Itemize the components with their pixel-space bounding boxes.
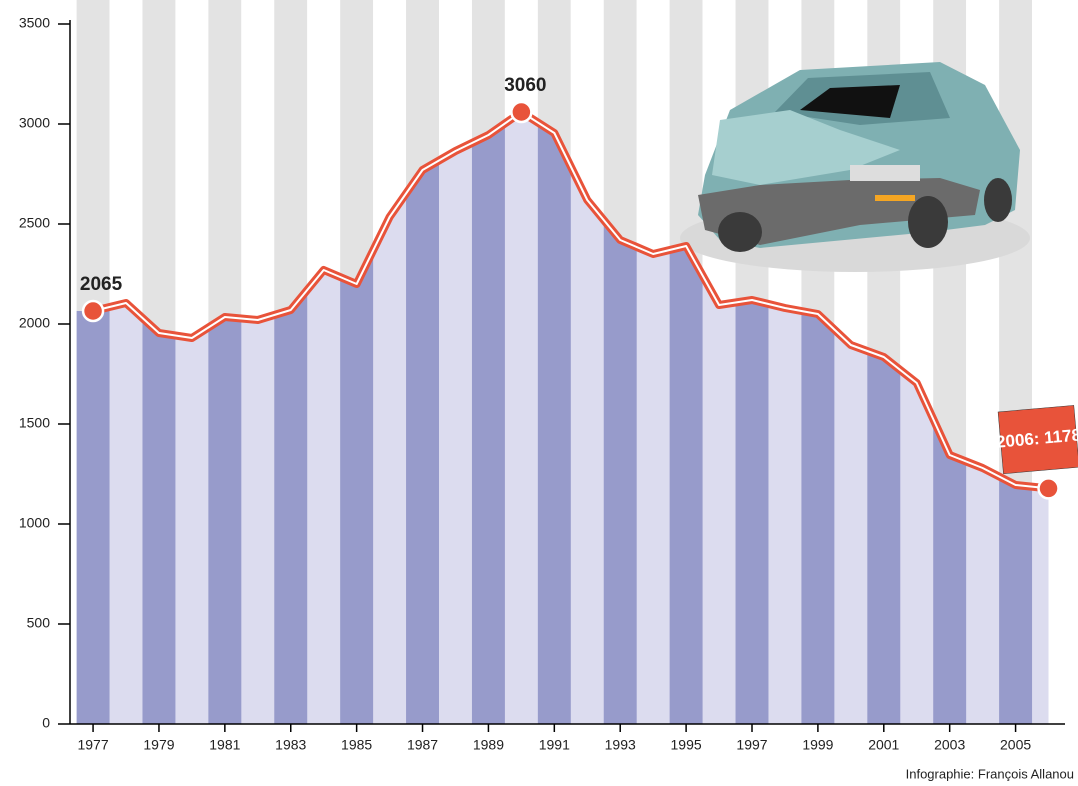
x-tick-label: 1981 [209,737,240,753]
x-tick-label: 1993 [605,737,636,753]
x-tick-label: 1983 [275,737,306,753]
x-tick-label: 1989 [473,737,504,753]
y-tick-label: 1500 [19,415,50,431]
x-tick-label: 1999 [802,737,833,753]
credit: Infographie: François Allanou [906,766,1074,781]
y-tick-label: 0 [42,715,50,731]
y-tick-label: 1000 [19,515,50,531]
x-tick-label: 2001 [868,737,899,753]
chart: 206530602006: 1178 Infographie: François… [0,0,1078,786]
value-label: 2065 [80,274,123,295]
value-label: 3060 [504,75,546,96]
x-tick-label: 2005 [1000,737,1031,753]
y-tick-label: 3500 [19,15,50,31]
y-tick-label: 2500 [19,215,50,231]
x-tick-label: 1987 [407,737,438,753]
x-tick-label: 1997 [736,737,767,753]
x-tick-label: 1979 [143,737,174,753]
x-tick-label: 1995 [671,737,702,753]
y-tick-label: 3000 [19,115,50,131]
y-tick-label: 2000 [19,315,50,331]
x-tick-label: 1991 [539,737,570,753]
y-tick-label: 500 [27,615,51,631]
point-marker [511,102,531,122]
x-tick-label: 1985 [341,737,372,753]
point-marker [83,301,103,321]
point-marker [1039,478,1059,498]
x-tick-label: 1977 [77,737,108,753]
x-tick-label: 2003 [934,737,965,753]
